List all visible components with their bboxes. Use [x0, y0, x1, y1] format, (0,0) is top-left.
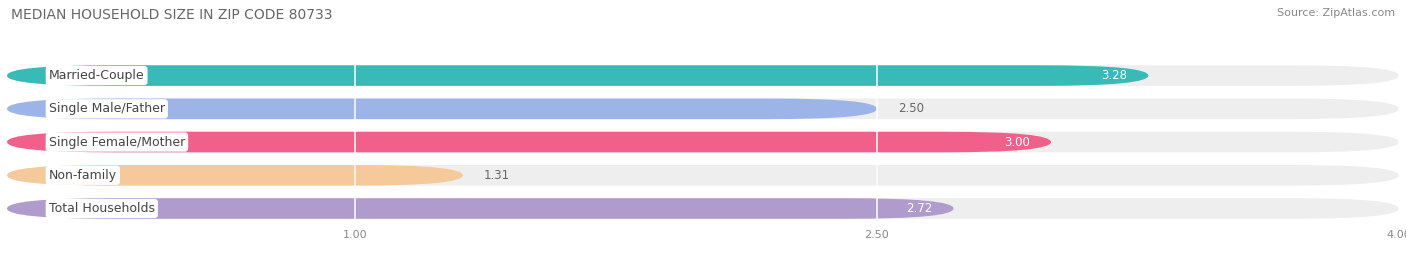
Text: Source: ZipAtlas.com: Source: ZipAtlas.com: [1277, 8, 1395, 18]
FancyBboxPatch shape: [7, 132, 1050, 152]
Text: 3.28: 3.28: [1101, 69, 1128, 82]
FancyBboxPatch shape: [7, 65, 1149, 86]
Text: Single Male/Father: Single Male/Father: [49, 102, 165, 115]
Text: 2.72: 2.72: [907, 202, 932, 215]
Text: Non-family: Non-family: [49, 169, 117, 182]
FancyBboxPatch shape: [7, 99, 1399, 119]
Text: 1.31: 1.31: [484, 169, 510, 182]
Text: Total Households: Total Households: [49, 202, 155, 215]
FancyBboxPatch shape: [7, 198, 953, 219]
Text: 2.50: 2.50: [898, 102, 924, 115]
Text: Married-Couple: Married-Couple: [49, 69, 145, 82]
FancyBboxPatch shape: [7, 165, 463, 185]
FancyBboxPatch shape: [7, 65, 1399, 86]
Text: MEDIAN HOUSEHOLD SIZE IN ZIP CODE 80733: MEDIAN HOUSEHOLD SIZE IN ZIP CODE 80733: [11, 8, 333, 22]
Text: 3.00: 3.00: [1004, 136, 1031, 148]
FancyBboxPatch shape: [7, 165, 1399, 185]
FancyBboxPatch shape: [7, 99, 877, 119]
Text: Single Female/Mother: Single Female/Mother: [49, 136, 186, 148]
FancyBboxPatch shape: [7, 198, 1399, 219]
FancyBboxPatch shape: [7, 132, 1399, 152]
